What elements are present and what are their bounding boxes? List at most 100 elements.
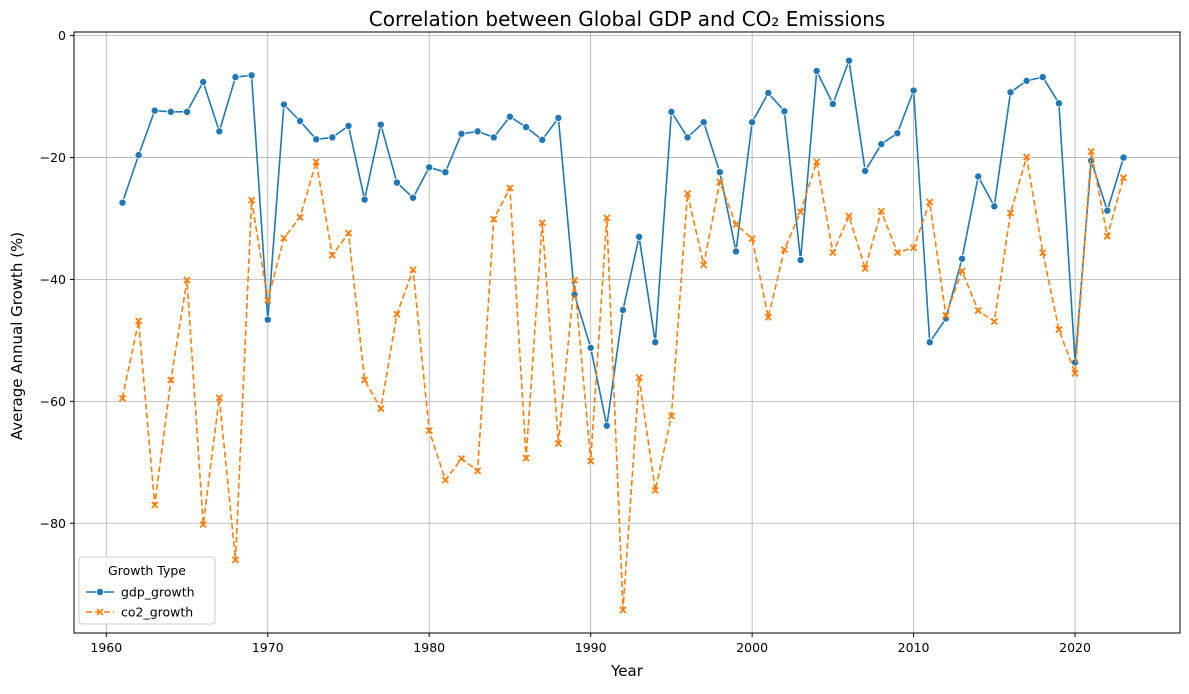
- gdp_growth-point: [570, 290, 579, 299]
- gdp_growth-legend-marker: [96, 588, 105, 597]
- legend-title: Growth Type: [108, 563, 186, 578]
- series-layer: [118, 56, 1128, 614]
- gdp_growth-point: [360, 195, 369, 204]
- gdp_growth-point: [457, 129, 466, 138]
- co2_growth-point: [296, 213, 304, 221]
- co2_growth-point: [619, 606, 627, 614]
- co2_growth-point: [474, 467, 482, 475]
- co2_growth-series: [118, 147, 1128, 614]
- co2_growth-point: [603, 214, 611, 222]
- co2_growth-point: [377, 405, 385, 413]
- chart-title: Correlation between Global GDP and CO₂ E…: [369, 7, 885, 31]
- co2_growth-point: [1071, 369, 1079, 377]
- gdp_growth-point: [263, 315, 272, 324]
- co2_growth-point: [942, 311, 950, 320]
- gdp_growth-point: [1054, 99, 1063, 108]
- co2_growth-point: [764, 313, 772, 321]
- gdp_growth-point: [199, 77, 208, 86]
- gdp_growth-point: [134, 151, 143, 160]
- co2_growth-line: [121, 150, 1125, 611]
- gdp_growth-point: [861, 166, 870, 175]
- gdp_growth-point: [893, 129, 902, 138]
- co2_growth-point: [732, 220, 740, 229]
- co2_growth-point: [490, 215, 498, 223]
- gdp_growth-point: [441, 168, 450, 177]
- gdp_growth-point: [828, 99, 837, 108]
- co2_growth-point: [538, 219, 546, 227]
- co2_growth-point: [312, 158, 320, 166]
- gdp_growth-point: [990, 202, 999, 211]
- gdp_growth-point: [215, 127, 224, 136]
- x-tick-label: 2020: [1059, 640, 1091, 655]
- legend: Growth Type gdp_growth co2_growth: [78, 556, 216, 625]
- gdp_growth-point: [877, 140, 886, 149]
- gdp_growth-point: [1038, 73, 1047, 82]
- y-tick-label: −40: [40, 272, 66, 287]
- co2_growth-point: [215, 394, 223, 402]
- co2_growth-point: [167, 376, 175, 384]
- x-tick-label: 1960: [90, 640, 122, 655]
- co2_growth-point: [748, 234, 756, 243]
- co2_growth-point: [780, 245, 789, 254]
- co2_growth-point: [393, 310, 401, 318]
- co2_growth-point: [118, 394, 127, 402]
- x-axis-label: Year: [610, 662, 644, 680]
- co2_growth-point: [247, 196, 256, 204]
- co2_growth-point: [1119, 174, 1128, 182]
- co2_growth-point: [522, 454, 530, 462]
- gdp_growth-point: [1103, 206, 1112, 215]
- gdp_growth-point: [715, 168, 724, 177]
- co2_growth-point: [1022, 153, 1031, 161]
- co2_growth-point: [587, 457, 595, 465]
- co2_growth-point: [700, 261, 708, 269]
- x-tick-label: 2010: [898, 640, 930, 655]
- gdp_growth-point: [554, 113, 563, 122]
- gdp_growth-point: [344, 121, 353, 130]
- co2_growth-point: [861, 264, 869, 273]
- gdp_growth-point: [1119, 153, 1128, 162]
- co2_growth-point: [1006, 209, 1015, 217]
- co2_growth-point: [441, 476, 449, 484]
- co2_growth-point: [425, 426, 433, 435]
- co2_growth-point: [651, 486, 659, 495]
- co2_growth-point: [635, 373, 643, 382]
- co2_growth-point: [264, 296, 272, 304]
- gdp_growth-point: [699, 118, 708, 127]
- co2_growth-point: [280, 234, 288, 242]
- co2_growth-point: [974, 306, 982, 315]
- grid: [74, 32, 1180, 633]
- co2_growth-point: [909, 244, 918, 252]
- co2_growth-point: [134, 317, 143, 325]
- gdp_growth-point: [150, 106, 159, 115]
- co2_growth-point: [877, 207, 885, 215]
- gdp_growth-point: [731, 247, 740, 256]
- gdp_growth-point: [586, 343, 595, 352]
- gdp_growth-point: [651, 338, 660, 347]
- co2_growth-point: [554, 439, 563, 448]
- x-tick-label: 1970: [252, 640, 284, 655]
- gdp_growth-point: [296, 116, 305, 125]
- gdp_growth-point: [473, 127, 482, 136]
- co2_growth-point: [926, 198, 934, 206]
- gdp_growth-point: [183, 107, 192, 116]
- gdp_growth-point: [538, 135, 547, 144]
- legend-entries: gdp_growth co2_growth: [86, 585, 195, 620]
- gdp_growth-point: [780, 107, 789, 116]
- gdp_growth-point: [974, 172, 983, 181]
- y-tick-label: 0: [58, 28, 66, 43]
- co2_growth-point: [716, 178, 724, 186]
- gdp_growth-legend-label: gdp_growth: [121, 585, 195, 600]
- co2_growth-point: [344, 229, 353, 237]
- gdp_growth-point: [683, 133, 692, 142]
- co2_growth-point: [328, 251, 336, 259]
- co2_growth-point: [845, 212, 853, 220]
- gdp_growth-series: [118, 56, 1128, 430]
- co2_growth-legend-label: co2_growth: [121, 605, 193, 620]
- co2_growth-point: [813, 158, 821, 166]
- x-tick-label: 2000: [736, 640, 768, 655]
- co2_growth-point: [231, 556, 240, 564]
- co2_growth-point: [506, 184, 514, 192]
- legend-box: [78, 556, 216, 625]
- axes: 1960 1970 1980 1990 2000 2010 2020 0 −20 −40 −60 −8…: [40, 28, 1091, 655]
